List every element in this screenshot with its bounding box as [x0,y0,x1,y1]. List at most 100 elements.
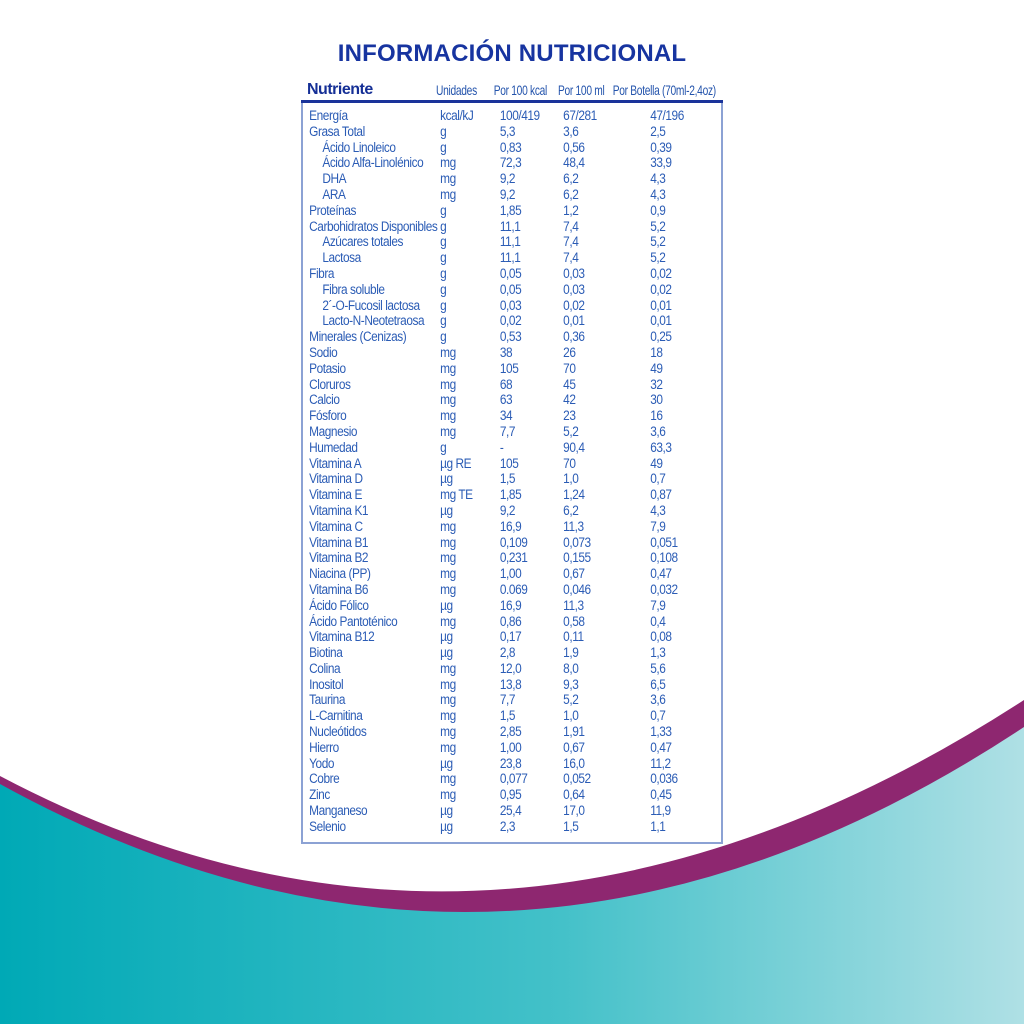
cell-unit: g [440,250,447,266]
col-header-nutrient: Nutriente [307,81,373,98]
table-header-row: Nutriente Unidades Por 100 kcal Por 100 … [301,80,723,103]
cell-bottle: 0,45 [650,787,672,803]
table-row: Colina mg 12,0 8,0 5,6 [303,661,725,677]
cell-name: Ácido Fólico [309,597,369,613]
table-row: Vitamina B1 mg 0,109 0,073 0,051 [303,535,725,551]
cell-ml: 5,2 [563,423,579,439]
cell-bottle: 4,3 [650,171,666,187]
cell-name: DHA [322,171,347,187]
cell-name: Nucleótidos [309,724,367,740]
cell-unit: g [440,218,447,234]
table-row: Humedad g - 90,4 63,3 [303,440,725,456]
cell-name: Fósforo [309,408,347,424]
table-row: L-Carnitina mg 1,5 1,0 0,7 [303,708,725,724]
cell-name: Grasa Total [309,123,365,139]
page-title: INFORMACIÓN NUTRICIONAL [337,40,687,67]
cell-name: Energía [309,108,348,123]
cell-kcal: 105 [499,455,519,471]
cell-bottle: 7,9 [650,597,666,613]
cell-bottle: 0,47 [650,566,672,582]
table-rows: Energía kcal/kJ 100/419 67/281 47/196 Grasa T… [303,108,725,835]
table-row: Biotina µg 2,8 1,9 1,3 [303,645,725,661]
cell-bottle: 1,3 [650,645,666,661]
cell-ml: 0,64 [563,787,585,803]
cell-name: Azúcares totales [322,234,404,250]
cell-ml: 0,03 [563,281,585,297]
cell-bottle: 0,39 [650,139,672,155]
cell-unit: g [440,265,447,281]
cell-ml: 42 [563,392,576,408]
table-row: Vitamina K1 µg 9,2 6,2 4,3 [303,503,725,519]
cell-kcal: 11,1 [499,234,521,250]
cell-name: Cobre [309,771,340,787]
cell-bottle: 0,01 [650,297,672,313]
cell-ml: 48,4 [563,155,585,171]
cell-kcal: 11,1 [499,218,521,234]
cell-kcal: 0,02 [499,313,522,329]
cell-ml: 0,11 [563,629,584,645]
table-row: Taurina mg 7,7 5,2 3,6 [303,692,725,708]
table-body: Energía kcal/kJ 100/419 67/281 47/196 Grasa T… [301,103,723,844]
table-row: DHA mg 9,2 6,2 4,3 [303,171,725,187]
cell-name: Proteínas [309,202,357,218]
cell-name: Yodo [309,755,335,771]
nutrition-table: Nutriente Unidades Por 100 kcal Por 100 … [301,80,723,844]
cell-unit: µg [440,471,453,487]
cell-bottle: 0,08 [650,629,672,645]
cell-unit: µg [440,502,453,518]
cell-ml: 8,0 [563,660,579,676]
cell-unit: µg [440,645,453,661]
cell-unit: g [440,329,447,345]
cell-name: Lactosa [322,250,361,266]
table-row: Azúcares totales g 11,1 7,4 5,2 [303,234,725,250]
cell-unit: mg [440,360,456,376]
cell-bottle: 49 [650,455,663,471]
table-row: Selenio µg 2,3 1,5 1,1 [303,819,725,835]
cell-bottle: 0,108 [650,550,678,566]
cell-bottle: 0,47 [650,739,672,755]
cell-name: Taurina [309,692,345,708]
cell-name: Potasio [309,360,346,376]
cell-unit: mg [440,344,456,360]
cell-kcal: 9,2 [499,502,516,518]
cell-name: Ácido Alfa-Linolénico [322,155,424,171]
cell-bottle: 3,6 [650,692,666,708]
table-row: Ácido Pantoténico mg 0,86 0,58 0,4 [303,614,725,630]
cell-kcal: 2,8 [499,645,516,661]
table-row: Vitamina A µg RE 105 70 49 [303,456,725,472]
cell-ml: 7,4 [563,234,579,250]
cell-unit: mg [440,739,456,755]
cell-name: Niacina (PP) [309,566,371,582]
cell-unit: mg [440,581,456,597]
cell-ml: 1,91 [563,724,585,740]
table-row: Ácido Alfa-Linolénico mg 72,3 48,4 33,9 [303,155,725,171]
cell-ml: 0,58 [563,613,585,629]
cell-name: Vitamina E [309,487,362,503]
cell-kcal: 0,231 [499,550,528,566]
cell-kcal: 9,2 [499,186,516,202]
cell-name: Vitamina A [309,455,362,471]
cell-unit: mg [440,534,456,550]
cell-unit: µg RE [440,455,472,471]
cell-kcal: 38 [499,344,513,360]
cell-name: Hierro [309,739,339,755]
table-row: Vitamina D µg 1,5 1,0 0,7 [303,471,725,487]
table-row: Proteínas g 1,85 1,2 0,9 [303,203,725,219]
cell-name: Cloruros [309,376,351,392]
cell-unit: g [440,139,447,155]
table-row: Cloruros mg 68 45 32 [303,377,725,393]
table-row: Energía kcal/kJ 100/419 67/281 47/196 [303,108,725,124]
cell-kcal: 23,8 [499,755,522,771]
cell-bottle: 0,7 [650,471,666,487]
cell-name: Manganeso [309,803,368,819]
cell-kcal: 5,3 [499,123,516,139]
cell-kcal: 0,05 [499,281,522,297]
col-header-per-100-ml: Por 100 ml [557,82,605,98]
table-row: Sodio mg 38 26 18 [303,345,725,361]
cell-kcal: 1,5 [499,471,516,487]
cell-ml: 7,4 [563,218,579,234]
table-row: Lactosa g 11,1 7,4 5,2 [303,250,725,266]
cell-bottle: 0,036 [650,771,678,787]
cell-kcal: 7,7 [499,423,516,439]
cell-ml: 0,67 [563,739,585,755]
